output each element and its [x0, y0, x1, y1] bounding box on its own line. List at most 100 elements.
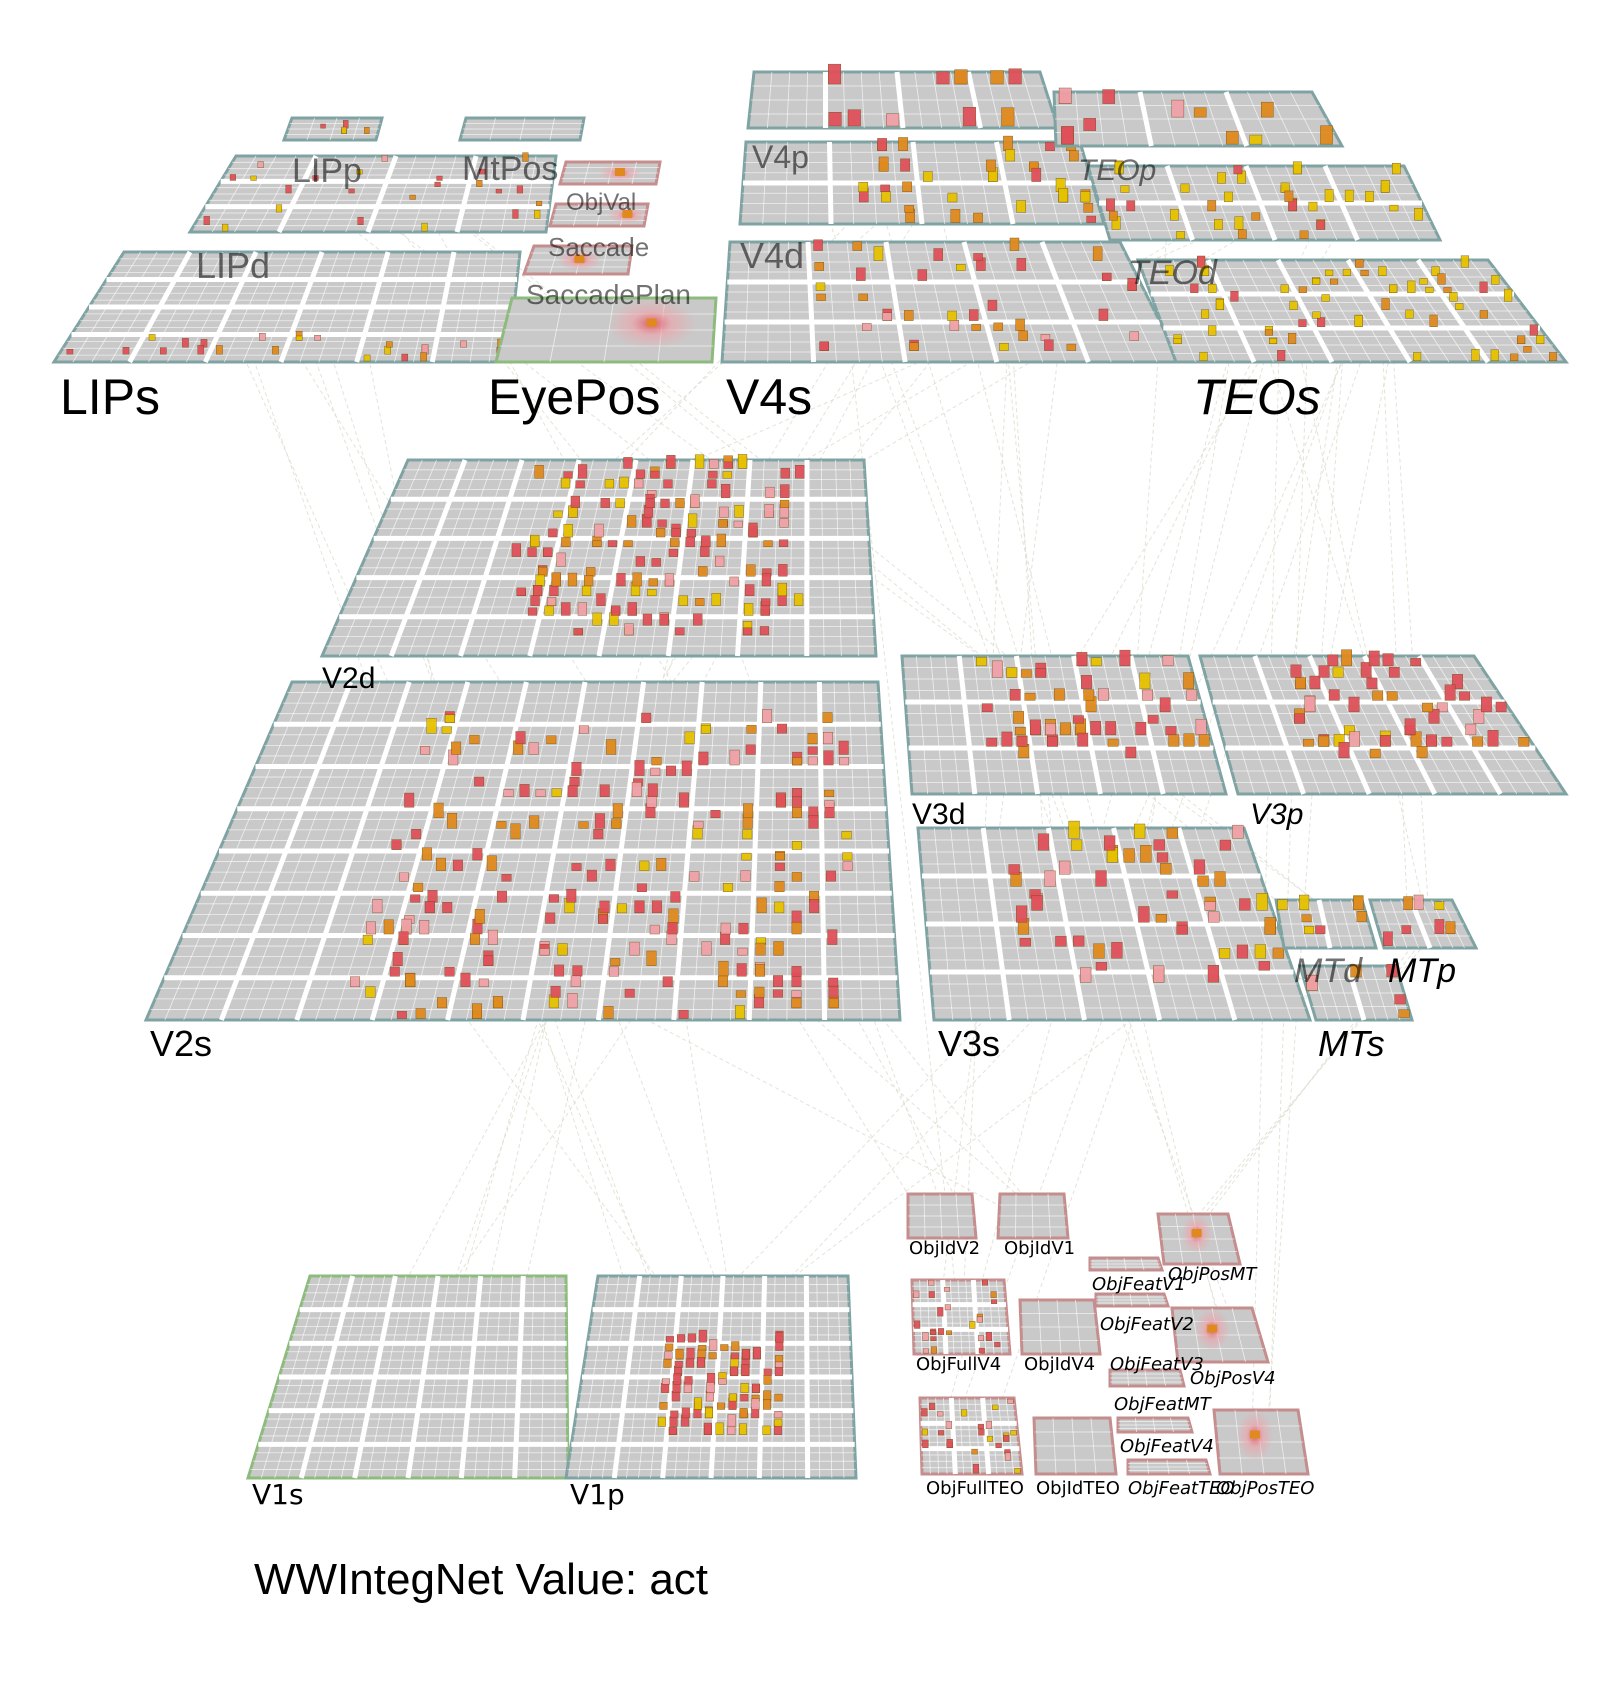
unit	[1434, 901, 1445, 910]
unit	[734, 505, 744, 518]
layer-objidv4[interactable]	[1018, 1298, 1102, 1356]
unit	[561, 602, 571, 616]
layer-objfullv4[interactable]	[910, 1278, 1012, 1356]
layer-saccade-s[interactable]	[548, 202, 650, 228]
layer-mtd[interactable]	[1274, 894, 1378, 950]
unit	[548, 894, 559, 903]
layer-objfeatv2[interactable]	[1094, 1292, 1171, 1308]
layer-objfeatv3[interactable]	[1108, 1368, 1186, 1388]
projection-line	[961, 289, 1011, 1332]
layer-saccadeplan[interactable]	[494, 296, 718, 364]
layer-objfeatteo[interactable]	[1126, 1458, 1212, 1476]
unit	[719, 506, 729, 518]
unit	[828, 63, 842, 85]
group-label-mts: MTs	[1318, 1023, 1385, 1064]
layer-objidteo[interactable]	[1032, 1416, 1118, 1476]
unit	[661, 1383, 670, 1393]
unit	[709, 1339, 718, 1351]
layer-objidv2[interactable]	[906, 1192, 978, 1240]
unit	[814, 262, 824, 271]
unit	[728, 1393, 737, 1402]
layer-teo-top[interactable]	[1052, 87, 1345, 148]
unit	[715, 555, 725, 567]
unit	[730, 1366, 739, 1377]
unit	[986, 737, 998, 747]
unit	[598, 914, 608, 924]
unit	[987, 299, 998, 311]
unit	[698, 566, 708, 577]
layer-label-objposteo: ObjPosTEO	[1216, 1478, 1314, 1499]
unit	[689, 871, 700, 882]
unit	[1214, 219, 1223, 230]
projection-line	[1380, 322, 1409, 925]
unit	[675, 627, 685, 636]
unit	[745, 584, 755, 597]
layer-v4-top[interactable]	[746, 63, 1061, 130]
unit	[634, 760, 645, 776]
unit	[737, 454, 748, 469]
unit	[684, 731, 695, 745]
unit	[1009, 237, 1020, 251]
layer-label-mtd: MTd	[1294, 952, 1363, 990]
unit	[763, 1368, 772, 1377]
unit	[474, 776, 485, 787]
unit	[1249, 1430, 1260, 1439]
unit	[674, 1360, 683, 1368]
layer-v3s[interactable]	[916, 820, 1313, 1022]
layer-objposteo[interactable]	[1212, 1408, 1310, 1476]
layer-objfeatv1[interactable]	[1088, 1256, 1165, 1272]
layer-teod[interactable]	[1135, 255, 1570, 364]
layer-v1p[interactable]	[564, 1274, 858, 1480]
unit	[1005, 149, 1016, 162]
unit	[1356, 911, 1367, 923]
layer-v3d[interactable]	[900, 649, 1228, 796]
unit	[762, 709, 773, 723]
layer-lipd[interactable]	[51, 250, 522, 364]
layer-objfeatmt[interactable]	[1116, 1416, 1194, 1434]
unit	[1237, 229, 1247, 239]
unit	[556, 552, 566, 567]
unit	[1215, 299, 1224, 311]
unit	[944, 1304, 951, 1311]
unit	[1092, 246, 1103, 261]
layer-v3p[interactable]	[1198, 649, 1569, 796]
unit	[839, 757, 850, 766]
unit	[530, 595, 540, 606]
unit	[687, 1333, 696, 1343]
unit	[660, 498, 670, 508]
layer-objval[interactable]	[558, 160, 662, 186]
layer-saccade[interactable]	[521, 244, 634, 276]
unit	[600, 498, 610, 508]
layer-v2s[interactable]	[143, 680, 902, 1022]
unit	[1060, 722, 1071, 736]
layer-objposmt[interactable]	[1156, 1212, 1242, 1266]
layer-teop[interactable]	[1085, 160, 1443, 242]
unit	[1166, 827, 1178, 839]
unit	[1401, 925, 1412, 934]
layer-v2d[interactable]	[319, 454, 878, 658]
layer-objfullteo[interactable]	[918, 1396, 1024, 1476]
layer-v1s[interactable]	[245, 1274, 570, 1480]
unit	[681, 760, 692, 776]
unit	[1207, 200, 1217, 212]
unit	[1045, 142, 1055, 152]
unit	[721, 483, 731, 499]
layer-lipp[interactable]	[187, 152, 558, 234]
unit	[437, 997, 447, 1009]
unit	[624, 988, 635, 998]
layer-lipp-sm2[interactable]	[458, 116, 586, 142]
layer-v4d[interactable]	[720, 237, 1183, 364]
layer-objidv1[interactable]	[996, 1192, 1070, 1240]
layer-mtp[interactable]	[1368, 894, 1479, 950]
unit	[878, 156, 889, 172]
layer-objposv4[interactable]	[1170, 1306, 1271, 1364]
layer-mts[interactable]	[1297, 964, 1415, 1022]
layer-lipp-sm1[interactable]	[281, 116, 384, 142]
unit	[1047, 736, 1058, 747]
unit	[774, 901, 785, 914]
layer-label-v4d: V4d	[740, 235, 804, 276]
layer-label-objval: ObjVal	[566, 189, 636, 216]
unit	[947, 310, 957, 321]
layer-grids	[51, 63, 1570, 1480]
unit	[775, 792, 786, 808]
